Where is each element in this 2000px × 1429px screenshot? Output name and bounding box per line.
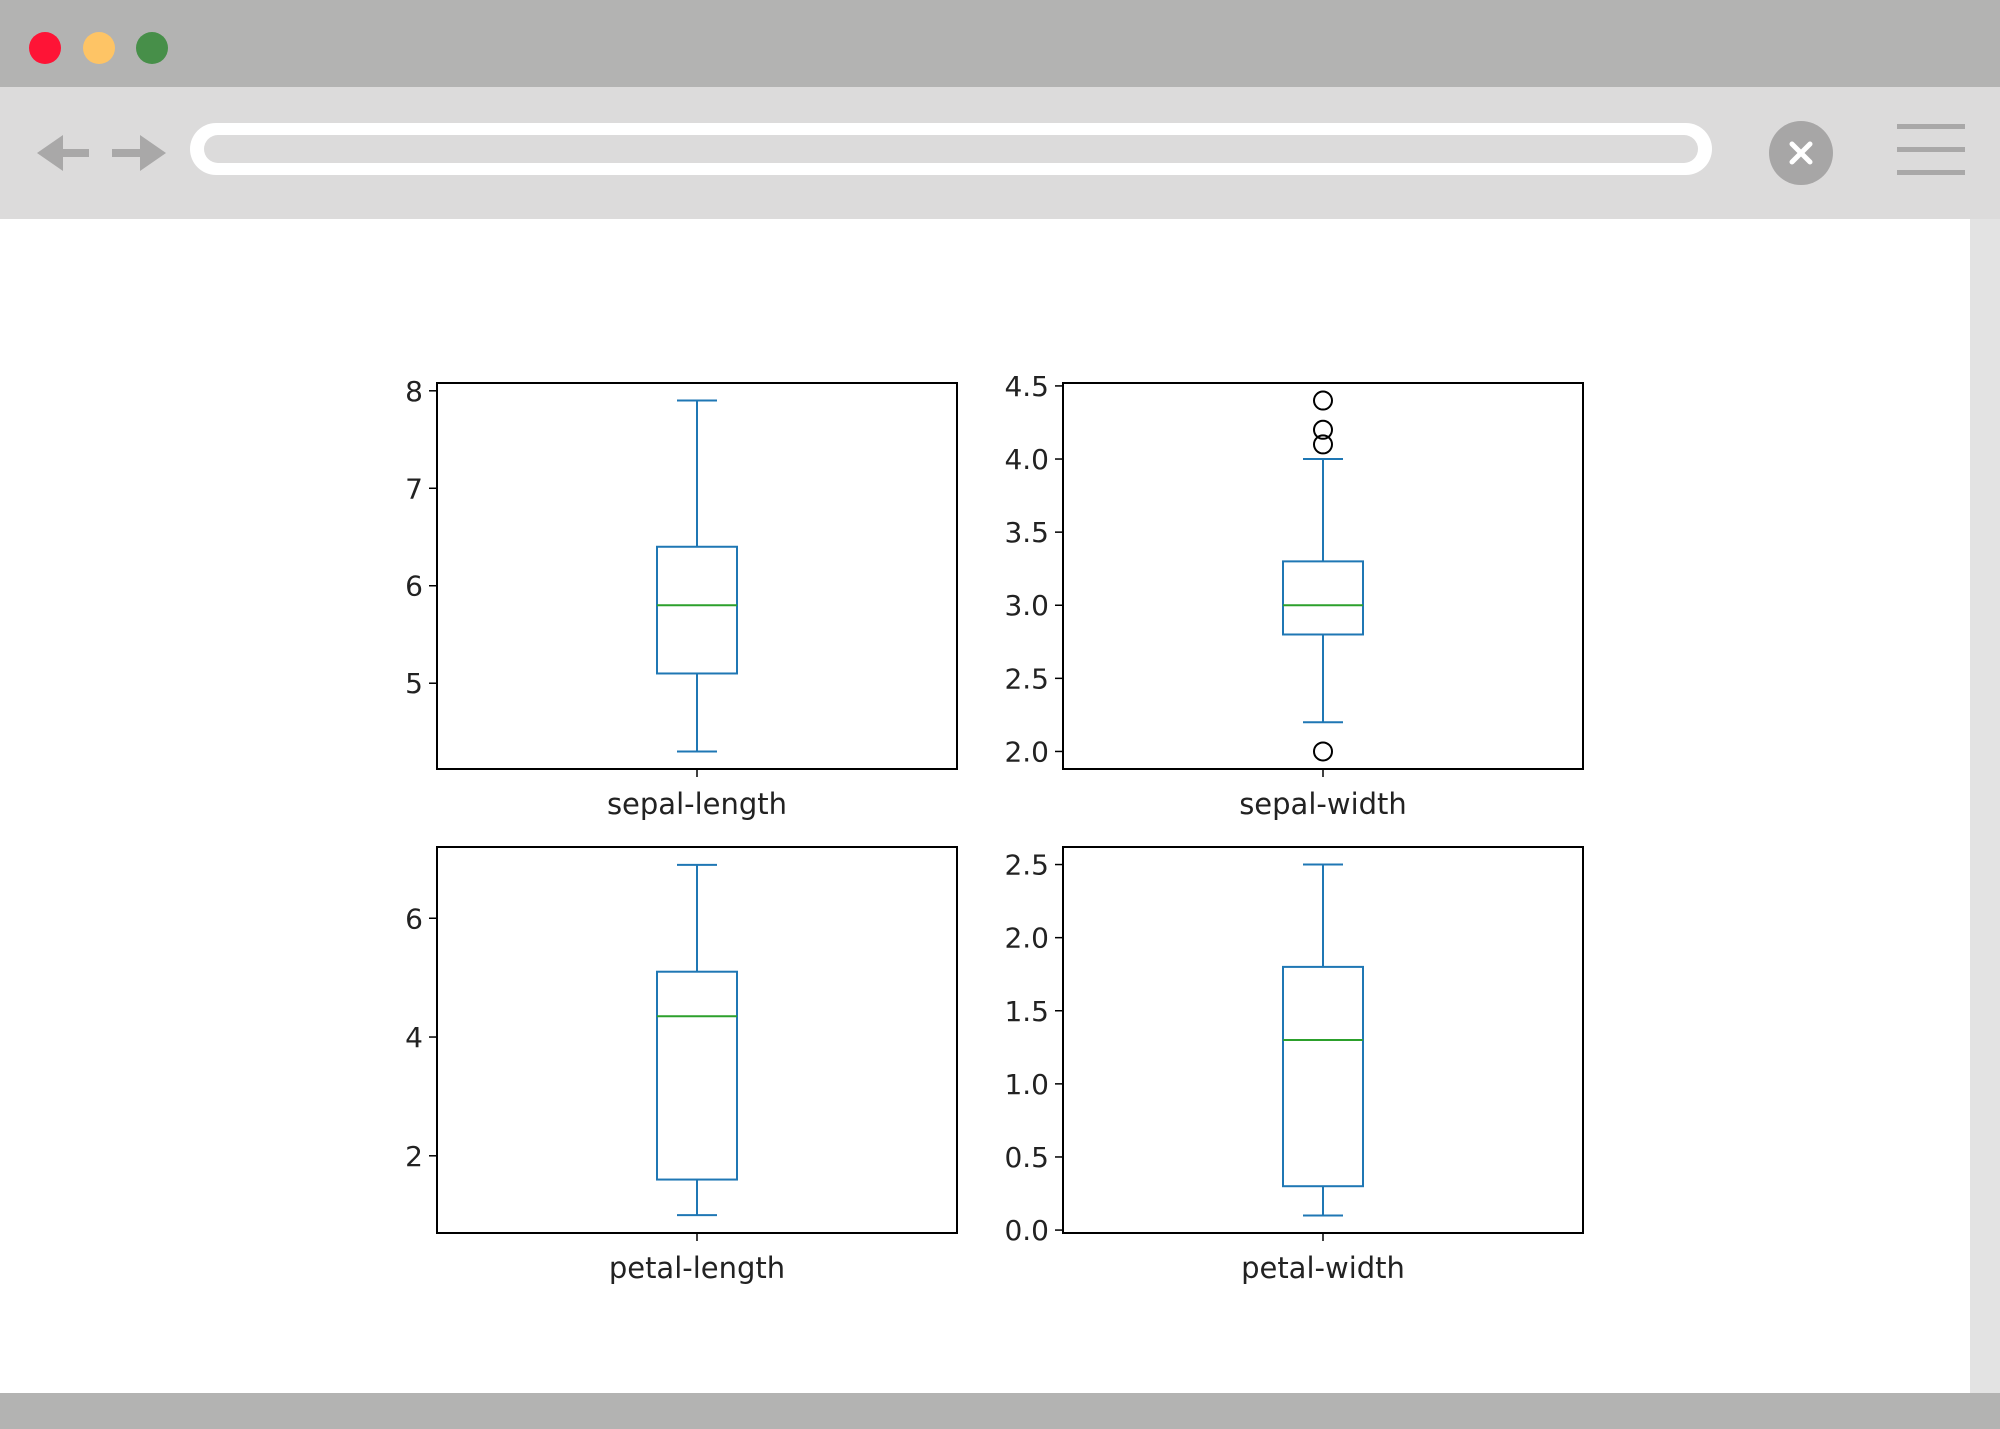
y-tick-label: 4: [405, 1021, 423, 1054]
outlier-point: [1313, 390, 1333, 411]
forward-button[interactable]: [110, 127, 170, 179]
subplot-sepal-length: 5 6 7 8 sepal-length: [405, 375, 958, 821]
y-tick-label: 1.0: [1004, 1068, 1049, 1101]
y-tick-label: 6: [405, 902, 423, 935]
vertical-scrollbar[interactable]: [1970, 219, 2000, 1393]
x-tick-label: sepal-length: [607, 787, 787, 821]
y-tick-label: 2.5: [1004, 849, 1049, 882]
axes-frame: [436, 382, 958, 770]
subplot-petal-length: 2 4 6 petal-length: [405, 846, 958, 1285]
outlier-point: [1313, 741, 1333, 762]
maximize-window-button[interactable]: [136, 32, 168, 64]
browser-titlebar: [0, 0, 2000, 87]
stop-button[interactable]: [1769, 121, 1833, 185]
back-button[interactable]: [33, 127, 93, 179]
close-window-button[interactable]: [29, 32, 61, 64]
axes-frame: [436, 846, 958, 1234]
y-tick-label: 4.0: [1004, 443, 1049, 476]
y-tick-label: 0.0: [1004, 1214, 1049, 1247]
x-tick-label: petal-width: [1241, 1251, 1405, 1285]
browser-toolbar: [0, 87, 2000, 219]
address-bar: [190, 123, 1712, 175]
boxplot-figure: 5 6 7 8 sepal-length 2.0 2.5 3.0 3.5 4.0 4.5 sepal-…: [405, 370, 1584, 1285]
browser-bottombar: [0, 1393, 2000, 1429]
y-tick-label: 8: [405, 375, 423, 408]
y-tick-label: 5: [405, 667, 423, 700]
y-tick-label: 7: [405, 472, 423, 505]
hamburger-menu-icon: [1897, 124, 1965, 175]
subplot-sepal-width: 2.0 2.5 3.0 3.5 4.0 4.5 sepal-width: [1004, 370, 1584, 821]
y-tick-label: 6: [405, 570, 423, 603]
y-tick-label: 3.0: [1004, 589, 1049, 622]
y-tick-label: 4.5: [1004, 370, 1049, 403]
y-tick-label: 2.0: [1004, 735, 1049, 768]
y-tick-label: 0.5: [1004, 1141, 1049, 1174]
x-tick-label: sepal-width: [1239, 787, 1407, 821]
page-content: 5 6 7 8 sepal-length 2.0 2.5 3.0 3.5 4.0 4.5 sepal-…: [0, 219, 1970, 1393]
minimize-window-button[interactable]: [83, 32, 115, 64]
arrow-right-icon: [112, 135, 166, 171]
url-input[interactable]: [204, 135, 1698, 163]
close-icon: [1789, 141, 1813, 165]
iqr-box: [656, 545, 738, 675]
axes-frame: [1062, 382, 1584, 770]
outlier-point: [1313, 434, 1333, 455]
y-tick-label: 3.5: [1004, 516, 1049, 549]
iqr-box: [656, 970, 738, 1181]
iqr-box: [1282, 965, 1364, 1188]
menu-button[interactable]: [1895, 122, 1967, 178]
y-tick-label: 2: [405, 1140, 423, 1173]
arrow-left-icon: [37, 135, 89, 171]
y-tick-label: 1.5: [1004, 995, 1049, 1028]
x-tick-label: petal-length: [609, 1251, 785, 1285]
y-tick-label: 2.0: [1004, 922, 1049, 955]
y-tick-label: 2.5: [1004, 662, 1049, 695]
axes-frame: [1062, 846, 1584, 1234]
subplot-petal-width: 0.0 0.5 1.0 1.5 2.0 2.5 petal-width: [1004, 846, 1584, 1285]
iqr-box: [1282, 560, 1364, 636]
outlier-point: [1313, 419, 1333, 440]
